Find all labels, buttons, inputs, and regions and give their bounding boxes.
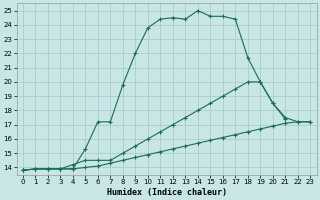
X-axis label: Humidex (Indice chaleur): Humidex (Indice chaleur) xyxy=(107,188,227,197)
